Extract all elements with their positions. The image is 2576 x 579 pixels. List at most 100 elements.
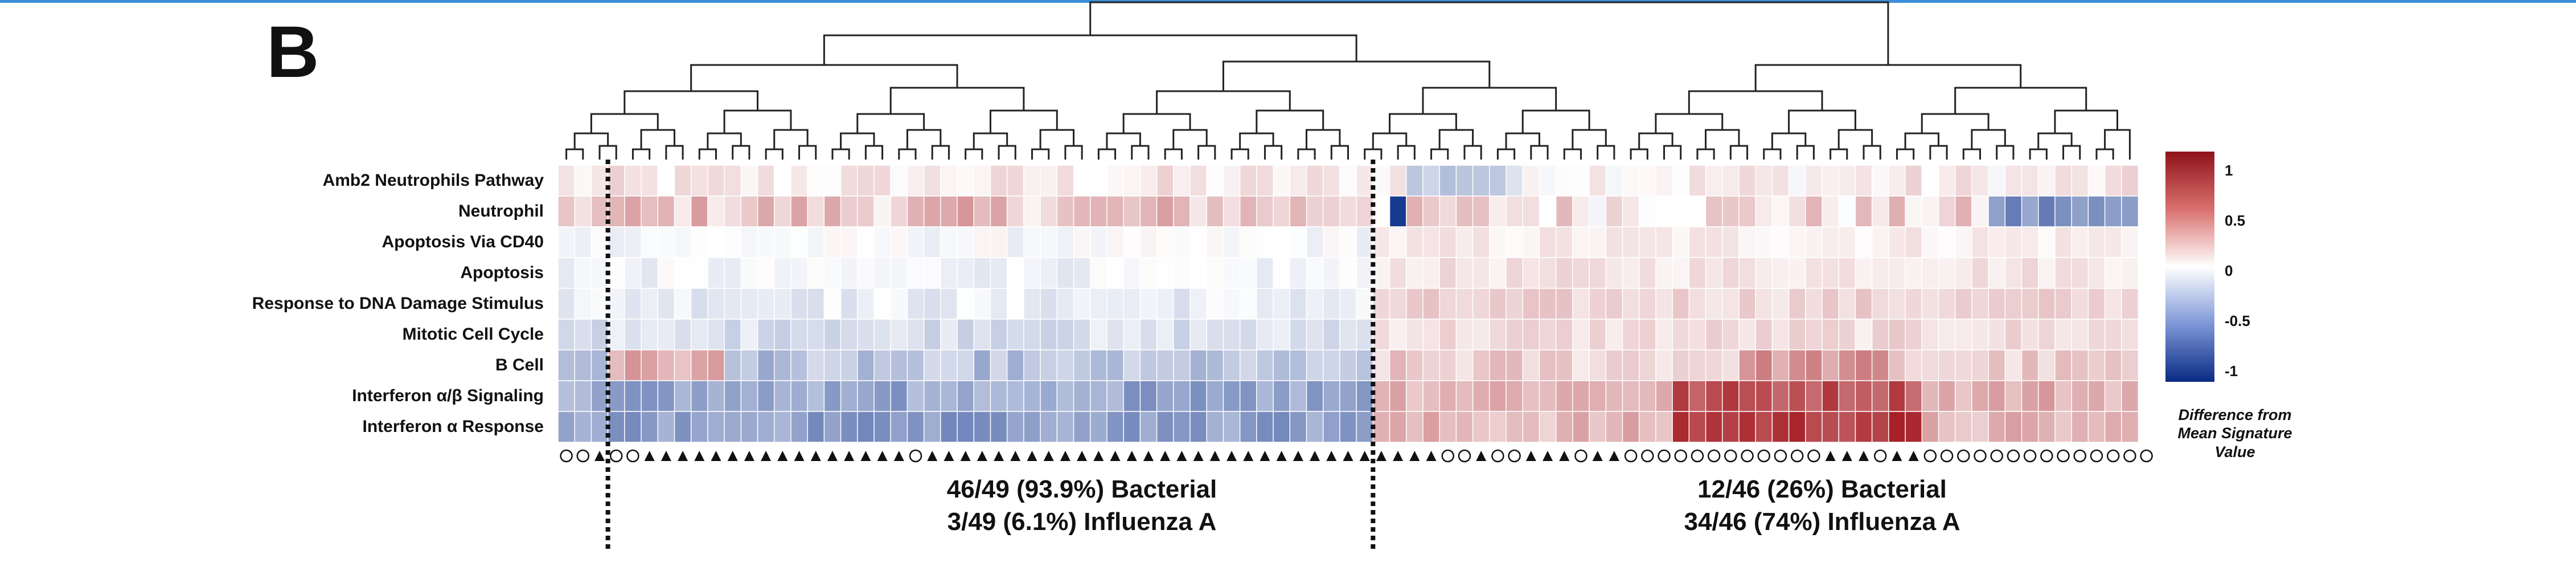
heatmap-cell [1239, 165, 1257, 197]
heatmap-cell [1472, 411, 1490, 443]
heatmap-cell [940, 257, 958, 289]
heatmap-cell [923, 349, 941, 381]
bacterial-marker [960, 451, 971, 461]
heatmap-cell [1056, 226, 1074, 258]
dendrogram-branch [1530, 145, 1549, 160]
heatmap-cell [1705, 380, 1723, 412]
heatmap-cell [1838, 257, 1856, 289]
heatmap-cell [1489, 195, 1507, 227]
heatmap-cell [590, 257, 609, 289]
heatmap-cell [1971, 226, 1990, 258]
heatmap-cell [973, 288, 991, 320]
heatmap-cell [1089, 288, 1108, 320]
heatmap-cell [1738, 411, 1757, 443]
heatmap-cell [1256, 349, 1274, 381]
heatmap-cell [1871, 349, 1889, 381]
heatmap-cell [1422, 257, 1441, 289]
heatmap-cell [890, 349, 908, 381]
heatmap-cell [1555, 319, 1573, 350]
heatmap-cell [1688, 319, 1707, 350]
heatmap-cell [1589, 165, 1607, 197]
heatmap-cell [1506, 226, 1524, 258]
heatmap-cell [823, 349, 842, 381]
heatmap-cell [1905, 195, 1923, 227]
heatmap-cell [1156, 319, 1174, 350]
heatmap-cell [1572, 195, 1590, 227]
bacterial-marker [1260, 451, 1270, 461]
heatmap-cell [1871, 257, 1889, 289]
heatmap-cell [1755, 257, 1773, 289]
heatmap-cell [857, 411, 875, 443]
heatmap-cell [857, 319, 875, 350]
heatmap-cell [1888, 288, 1906, 320]
heatmap-cell [1489, 226, 1507, 258]
heatmap-cell [1256, 257, 1274, 289]
dendrogram-branch [1230, 148, 1249, 160]
heatmap-cell [890, 288, 908, 320]
dendrogram-branch [1597, 145, 1615, 160]
heatmap-cell [1106, 288, 1125, 320]
heatmap-cell [906, 257, 925, 289]
dendrogram-branch [1297, 148, 1316, 160]
heatmap-cell [1622, 380, 1640, 412]
heatmap-cell [1405, 195, 1424, 227]
heatmap-cell [1905, 380, 1923, 412]
bacterial-marker [1027, 451, 1037, 461]
heatmap-cell [1256, 165, 1274, 197]
heatmap-cell [1156, 380, 1174, 412]
heatmap-cell [1721, 288, 1740, 320]
heatmap-cell [1988, 380, 2006, 412]
heatmap-cell [707, 226, 725, 258]
heatmap-cell [607, 257, 625, 289]
bacterial-marker [1859, 451, 1869, 461]
heatmap-cell [1106, 195, 1125, 227]
heatmap-cell [1605, 380, 1623, 412]
heatmap-cell [1289, 349, 1307, 381]
heatmap-cell [557, 195, 576, 227]
heatmap-cell [1605, 226, 1623, 258]
heatmap-cell [857, 380, 875, 412]
heatmap-cell [1755, 195, 1773, 227]
heatmap-cell [2071, 380, 2089, 412]
heatmap-cell [657, 319, 675, 350]
heatmap-cell [1089, 195, 1108, 227]
heatmap-cell [1805, 257, 1823, 289]
heatmap-cell [1988, 195, 2006, 227]
dendrogram-branch [1796, 145, 1815, 160]
heatmap-cell [957, 165, 975, 197]
heatmap-cell [1372, 195, 1390, 227]
heatmap-cell [674, 349, 692, 381]
dendrogram-branch [1505, 132, 1540, 149]
heatmap-cell [1788, 226, 1806, 258]
heatmap-cell [1189, 165, 1208, 197]
heatmap-cell [1306, 411, 1324, 443]
heatmap-cell [1472, 165, 1490, 197]
heatmap-cell [1356, 319, 1374, 350]
heatmap-cell [724, 165, 742, 197]
heatmap-cell [1572, 257, 1590, 289]
heatmap-cell [1123, 411, 1141, 443]
heatmap-cell [1472, 288, 1490, 320]
heatmap-cell [1006, 411, 1025, 443]
heatmap-cell [1755, 165, 1773, 197]
heatmap-cell [624, 226, 642, 258]
heatmap-cell [890, 257, 908, 289]
heatmap-cell [1405, 349, 1424, 381]
heatmap-cell [607, 288, 625, 320]
heatmap-cell [1056, 380, 1074, 412]
heatmap-cell [1822, 349, 1840, 381]
heatmap-cell [1139, 349, 1158, 381]
heatmap-cell [1506, 257, 1524, 289]
heatmap-cell [807, 195, 825, 227]
heatmap-cell [2021, 195, 2039, 227]
heatmap-cell [1339, 165, 1357, 197]
heatmap-cell [624, 411, 642, 443]
heatmap-cell [1788, 288, 1806, 320]
heatmap-cell [1273, 226, 1291, 258]
dendrogram-branch [1397, 145, 1416, 160]
dendrogram-branch [1929, 145, 1948, 160]
heatmap-cell [990, 380, 1008, 412]
heatmap-cell [2071, 226, 2089, 258]
heatmap-cell [1040, 380, 1058, 412]
heatmap-cell [1522, 195, 1540, 227]
